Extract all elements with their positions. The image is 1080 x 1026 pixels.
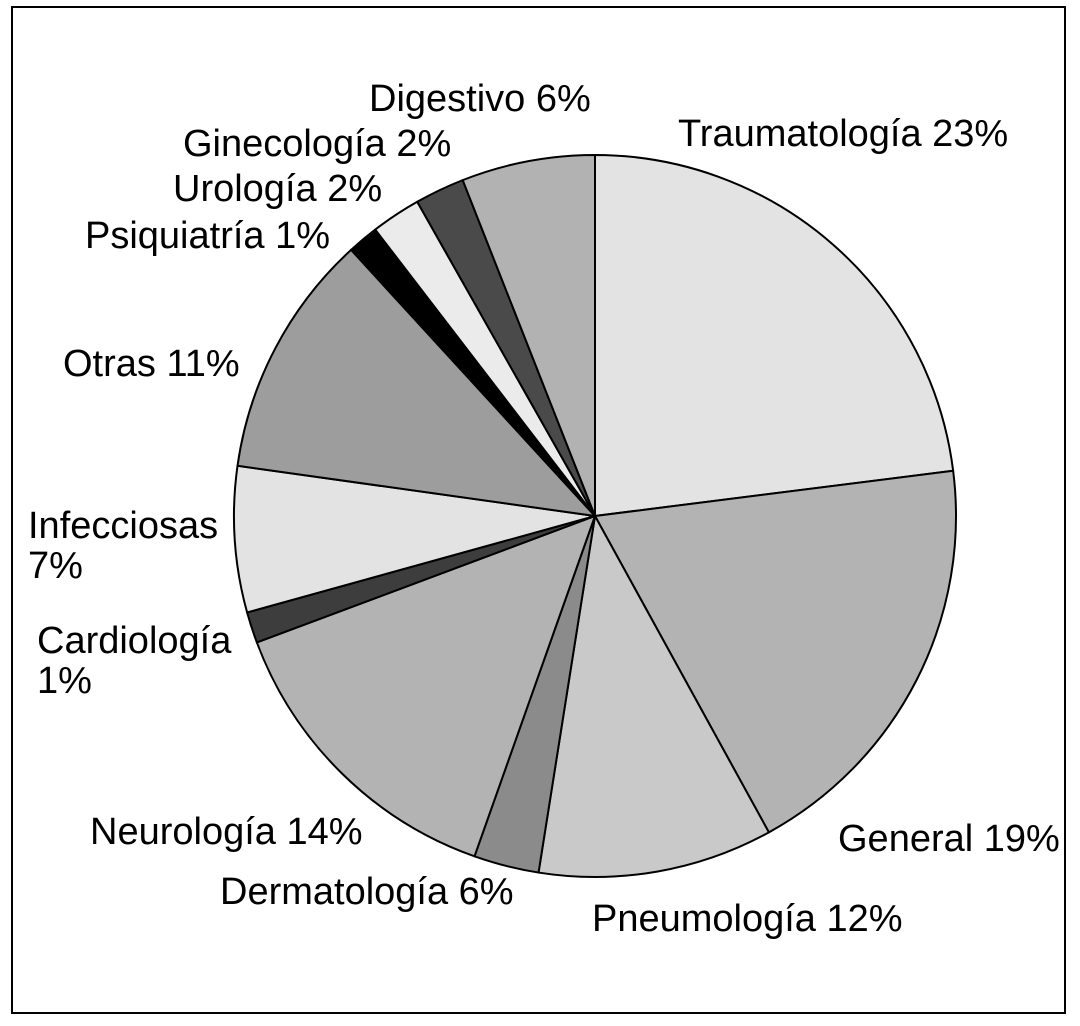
slice-label-ginecologia: Ginecología 2% <box>183 123 452 165</box>
slice-label-digestivo: Digestivo 6% <box>369 78 591 120</box>
pie-slice-digestivo <box>461 154 596 517</box>
slice-label-cardiologia: Cardiología 1% <box>37 620 232 702</box>
slice-label-psiquiatria: Psiquiatría 1% <box>85 215 331 257</box>
pie-slice-neurologia <box>255 515 596 858</box>
slice-label-general: General 19% <box>838 818 1060 860</box>
pie-slice-infecciosas <box>233 464 596 614</box>
pie-slice-pneumologia <box>537 515 770 878</box>
slice-label-otras: Otras 11% <box>63 343 240 385</box>
slice-label-pneumologia: Pneumología 12% <box>592 898 903 940</box>
pie-slice-general <box>594 469 957 834</box>
slice-label-neurologia: Neurología 14% <box>90 811 363 853</box>
slice-label-urologia: Urología 2% <box>173 168 383 210</box>
slice-label-traumatologia: Traumatología 23% <box>678 113 1009 155</box>
slice-label-infecciosas: Infecciosas 7% <box>28 505 219 587</box>
pie-slice-otras <box>236 248 596 517</box>
pie-slice-traumatologia <box>594 154 955 517</box>
slice-label-dermatologia: Dermatología 6% <box>220 871 514 913</box>
